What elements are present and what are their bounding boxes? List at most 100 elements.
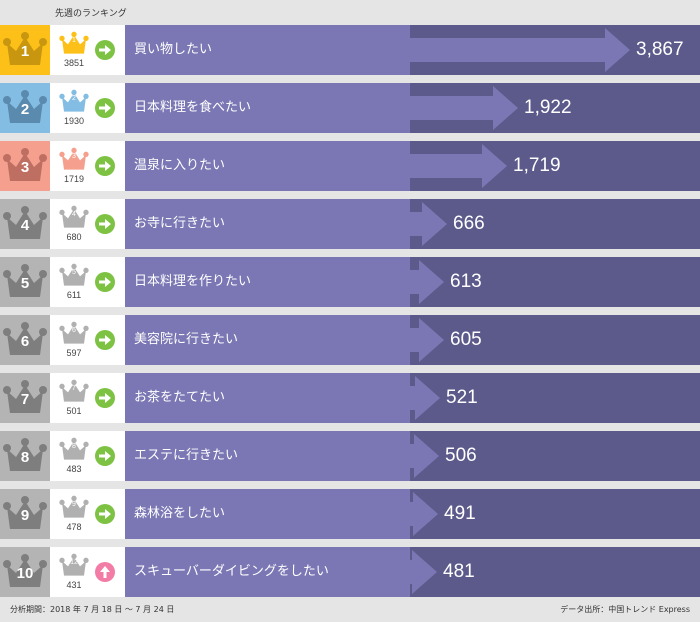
bar-arrow bbox=[410, 260, 444, 304]
ranking-row: 5 5 611 日本料理を作りたい 613 bbox=[0, 257, 700, 307]
bar-arrow bbox=[410, 376, 440, 420]
rank-number: 4 bbox=[20, 217, 30, 234]
rank-badge: 10 bbox=[0, 547, 50, 597]
right-arrow-icon bbox=[95, 388, 115, 408]
previous-rank-cell: 3 1719 bbox=[50, 141, 125, 191]
previous-rank: 7 bbox=[72, 385, 76, 392]
previous-value: 3851 bbox=[63, 58, 85, 68]
bar-arrow bbox=[410, 434, 439, 478]
previous-rank: 1 bbox=[72, 37, 76, 44]
previous-value: 1930 bbox=[63, 116, 85, 126]
right-arrow-icon bbox=[95, 330, 115, 350]
previous-rank: 5 bbox=[72, 269, 76, 276]
bar-value: 1,922 bbox=[524, 97, 572, 118]
right-arrow-icon bbox=[95, 40, 115, 60]
previous-rank-cell: 6 597 bbox=[50, 315, 125, 365]
previous-rank: 9 bbox=[72, 501, 76, 508]
bar-value: 666 bbox=[453, 213, 485, 234]
bar-arrow bbox=[410, 144, 507, 188]
ranking-row: 6 6 597 美容院に行きたい 605 bbox=[0, 315, 700, 365]
previous-rank-cell: 9 478 bbox=[50, 489, 125, 539]
bar-arrow bbox=[410, 28, 630, 72]
rank-number: 7 bbox=[20, 391, 30, 408]
previous-rank: 12 bbox=[70, 559, 78, 566]
bar-track: 1,922 bbox=[410, 83, 700, 133]
item-label: お茶をたてたい bbox=[125, 373, 410, 423]
previous-rank-cell: 8 483 bbox=[50, 431, 125, 481]
bar-track: 605 bbox=[410, 315, 700, 365]
bar-track: 613 bbox=[410, 257, 700, 307]
item-label: 日本料理を食べたい bbox=[125, 83, 410, 133]
rank-badge: 6 bbox=[0, 315, 50, 365]
item-label: 買い物したい bbox=[125, 25, 410, 75]
rank-number: 5 bbox=[20, 275, 30, 292]
previous-rank: 6 bbox=[72, 327, 76, 334]
item-label: スキューバーダイビングをしたい bbox=[125, 547, 410, 597]
bar-value: 506 bbox=[445, 445, 477, 466]
data-source: データ出所：中国トレンド Express bbox=[560, 605, 690, 614]
rank-number: 6 bbox=[20, 333, 30, 350]
ranking-row: 7 7 501 お茶をたてたい 521 bbox=[0, 373, 700, 423]
rank-badge: 5 bbox=[0, 257, 50, 307]
previous-value: 597 bbox=[66, 348, 82, 358]
previous-rank-cell: 7 501 bbox=[50, 373, 125, 423]
previous-rank: 3 bbox=[72, 153, 76, 160]
previous-value: 501 bbox=[66, 406, 82, 416]
bar-value: 481 bbox=[443, 561, 475, 582]
rank-badge: 4 bbox=[0, 199, 50, 249]
rank-number: 10 bbox=[16, 565, 34, 582]
item-label: お寺に行きたい bbox=[125, 199, 410, 249]
bar-value: 521 bbox=[446, 387, 478, 408]
previous-rank: 4 bbox=[72, 211, 76, 218]
bar-track: 521 bbox=[410, 373, 700, 423]
rank-badge: 1 bbox=[0, 25, 50, 75]
bar-value: 1,719 bbox=[513, 155, 561, 176]
previous-rank-cell: 2 1930 bbox=[50, 83, 125, 133]
section-title: 先週のランキング bbox=[55, 9, 127, 19]
bar-track: 481 bbox=[410, 547, 700, 597]
rank-badge: 8 bbox=[0, 431, 50, 481]
item-label: 温泉に入りたい bbox=[125, 141, 410, 191]
bar-value: 605 bbox=[450, 329, 482, 350]
previous-rank-cell: 4 680 bbox=[50, 199, 125, 249]
right-arrow-icon bbox=[95, 272, 115, 292]
rank-badge: 9 bbox=[0, 489, 50, 539]
bar-track: 666 bbox=[410, 199, 700, 249]
previous-value: 611 bbox=[66, 290, 82, 300]
right-arrow-icon bbox=[95, 98, 115, 118]
rank-number: 9 bbox=[20, 507, 30, 524]
previous-value: 680 bbox=[66, 232, 82, 242]
bar-track: 1,719 bbox=[410, 141, 700, 191]
ranking-row: 1 1 3851 買い物したい 3,867 bbox=[0, 25, 700, 75]
right-arrow-icon bbox=[95, 156, 115, 176]
ranking-row: 8 8 483 エステに行きたい 506 bbox=[0, 431, 700, 481]
up-arrow-icon bbox=[95, 562, 115, 582]
rank-number: 8 bbox=[20, 449, 30, 466]
bar-value: 3,867 bbox=[636, 39, 684, 60]
bar-arrow bbox=[410, 318, 444, 362]
analysis-period: 分析期間：2018 年 7 月 18 日 〜 7 月 24 日 bbox=[10, 605, 175, 614]
rank-badge: 7 bbox=[0, 373, 50, 423]
previous-value: 483 bbox=[66, 464, 82, 474]
rank-number: 1 bbox=[20, 43, 30, 60]
bar-track: 506 bbox=[410, 431, 700, 481]
item-label: エステに行きたい bbox=[125, 431, 410, 481]
rank-badge: 2 bbox=[0, 83, 50, 133]
rank-number: 2 bbox=[20, 101, 30, 118]
ranking-row: 9 9 478 森林浴をしたい 491 bbox=[0, 489, 700, 539]
previous-value: 431 bbox=[66, 580, 82, 590]
bar-value: 491 bbox=[444, 503, 476, 524]
bar-value: 613 bbox=[450, 271, 482, 292]
right-arrow-icon bbox=[95, 446, 115, 466]
item-label: 森林浴をしたい bbox=[125, 489, 410, 539]
bar-arrow bbox=[410, 86, 518, 130]
bar-track: 3,867 bbox=[410, 25, 700, 75]
previous-value: 478 bbox=[66, 522, 82, 532]
item-label: 美容院に行きたい bbox=[125, 315, 410, 365]
previous-rank-cell: 5 611 bbox=[50, 257, 125, 307]
bar-arrow bbox=[410, 202, 447, 246]
bar-arrow bbox=[410, 550, 437, 594]
bar-arrow bbox=[410, 492, 438, 536]
item-label: 日本料理を作りたい bbox=[125, 257, 410, 307]
ranking-row: 10 12 431 スキューバーダイビングをしたい 481 bbox=[0, 547, 700, 597]
